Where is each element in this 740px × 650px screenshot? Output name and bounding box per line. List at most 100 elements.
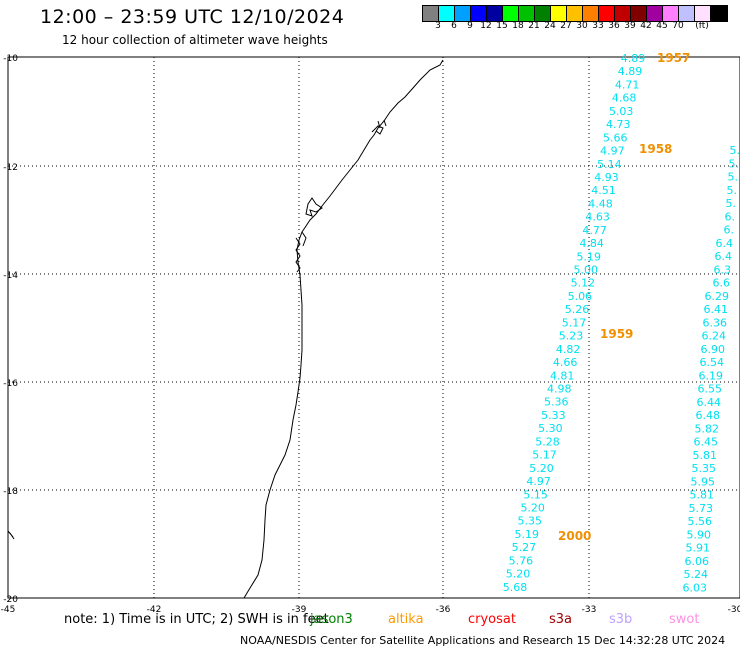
- colorbar-label: 21: [528, 21, 540, 31]
- wave-height-label: 5.81: [690, 489, 715, 502]
- wave-height-label: 5.28: [535, 435, 560, 448]
- colorbar-swatch: [695, 6, 711, 21]
- pass-time-label: 1957: [657, 51, 690, 65]
- x-tick-label: -45: [1, 605, 16, 615]
- colorbar-swatch: [455, 6, 471, 21]
- wave-height-label: 5.: [729, 157, 740, 170]
- wave-height-label: 4.89: [618, 65, 643, 78]
- wave-height-label: 5.14: [597, 158, 622, 171]
- y-tick-label: -14: [3, 271, 18, 281]
- colorbar-swatch: [567, 6, 583, 21]
- colorbar-swatch: [647, 6, 663, 21]
- axis-labels: -45 -42 -39 -36 -33 -30 -10 -12 -14 -16 -18 -20: [1, 54, 740, 615]
- x-tick-label: -30: [728, 605, 740, 615]
- wave-height-label: 4.48: [588, 197, 613, 210]
- colorbar-swatch: [503, 6, 519, 21]
- wave-height-label: 5.68: [503, 581, 528, 594]
- wave-height-label: 6.24: [702, 330, 727, 343]
- wave-height-label: 5.30: [538, 422, 563, 435]
- satellite-legend-item: cryosat: [468, 612, 516, 627]
- wave-height-label: 4.68: [612, 92, 637, 105]
- wave-height-label: 5.36: [544, 396, 569, 409]
- wave-height-label: 6.55: [698, 383, 723, 396]
- wave-height-label: 5.76: [509, 554, 534, 567]
- wave-height-label: 5.17: [532, 449, 557, 462]
- wave-height-label: 5.15: [523, 488, 548, 501]
- wave-height-label: 5.90: [687, 528, 712, 541]
- wave-height-label: 4.82: [556, 343, 581, 356]
- wave-height-label: 6.44: [697, 396, 722, 409]
- wave-height-label: 5.56: [688, 515, 713, 528]
- wave-height-label: 6.41: [704, 303, 729, 316]
- wave-height-label: 6.4: [715, 250, 733, 263]
- wave-height-label: 5.12: [571, 277, 596, 290]
- wave-height-label: 5.23: [559, 330, 584, 343]
- wave-height-label: 6.54: [700, 356, 725, 369]
- wave-height-label: 4.93: [594, 171, 619, 184]
- wave-height-label: 6.03: [683, 581, 708, 594]
- y-tick-label: -12: [3, 163, 18, 173]
- x-tick-label: -36: [436, 605, 451, 615]
- pass-time-label: 2000: [558, 529, 591, 543]
- colorbar-swatch: [423, 6, 439, 21]
- colorbar-label: 36: [608, 21, 620, 31]
- wave-height-label: 6.29: [705, 290, 730, 303]
- wave-height-label: 6.3: [714, 263, 732, 276]
- wave-height-label: 6.06: [685, 555, 710, 568]
- map-frame: [7, 56, 740, 599]
- satellite-legend-item: s3a: [549, 612, 573, 627]
- wave-height-label: 4.71: [615, 78, 640, 91]
- wave-height-label: 4.63: [585, 211, 610, 224]
- colorbar-swatch: [519, 6, 535, 21]
- wave-height-label: 5.: [730, 144, 740, 157]
- wave-height-label: 4.84: [579, 237, 604, 250]
- map-subtitle: 12 hour collection of altimeter wave hei…: [62, 33, 328, 47]
- wave-height-label: 5.27: [512, 541, 537, 554]
- pass-time-label: 1958: [639, 142, 672, 156]
- colorbar-label: 15: [496, 21, 508, 31]
- wave-height-label: 5.20: [529, 462, 554, 475]
- colorbar-unit: (ft): [695, 21, 709, 31]
- wave-height-label: 5.: [727, 184, 738, 197]
- colorbar-label: 30: [576, 21, 588, 31]
- wave-height-label: 6.45: [694, 436, 719, 449]
- wave-height-label: 5.: [726, 197, 737, 210]
- wave-height-label: 4.77: [582, 224, 607, 237]
- wave-height-label: 5.20: [506, 568, 531, 581]
- wave-height-label: 6.6: [713, 277, 731, 290]
- x-tick-label: -39: [292, 605, 307, 615]
- colorbar-label: 3: [435, 21, 441, 31]
- wave-height-label: 6.: [725, 210, 736, 223]
- colorbar-labels: 3 6 9 12 15 18 21 24 27 30 33 36 39 42 45 70 (ft): [422, 21, 740, 33]
- y-tick-label: -20: [3, 595, 18, 605]
- wave-height-label: 4.81: [550, 369, 575, 382]
- wave-height-label: 5.19: [577, 250, 602, 263]
- wave-height-label: 6.48: [696, 409, 721, 422]
- x-tick-label: -33: [582, 605, 597, 615]
- wave-height-label: 5.17: [562, 316, 587, 329]
- wave-height-label: 5.95: [691, 475, 716, 488]
- wave-height-label: 4.51: [591, 184, 616, 197]
- wave-height-label: 4.89: [621, 52, 646, 65]
- wave-height-label: 6.36: [703, 316, 728, 329]
- colorbar-swatch: [551, 6, 567, 21]
- wave-height-label: 5.82: [695, 422, 720, 435]
- wave-height-label: 4.66: [553, 356, 578, 369]
- wave-height-label: 5.06: [568, 290, 593, 303]
- colorbar-label: 70: [672, 21, 684, 31]
- pass-time-labels: 1957 1958 1959 2000: [558, 51, 690, 543]
- colorbar-swatch: [439, 6, 455, 21]
- wave-height-label: 6.19: [699, 369, 724, 382]
- wave-height-label: 5.91: [686, 542, 711, 555]
- wave-height-label: 5.33: [541, 409, 566, 422]
- colorbar-label: 42: [640, 21, 652, 31]
- colorbar-swatch: [663, 6, 679, 21]
- colorbar-label: 39: [624, 21, 636, 31]
- colorbar-swatch: [631, 6, 647, 21]
- wave-height-label: 6.: [724, 224, 735, 237]
- wave-height-label: 5.81: [693, 449, 718, 462]
- colorbar-swatch: [583, 6, 599, 21]
- colorbar-label: 33: [592, 21, 604, 31]
- colorbar-label: 18: [512, 21, 524, 31]
